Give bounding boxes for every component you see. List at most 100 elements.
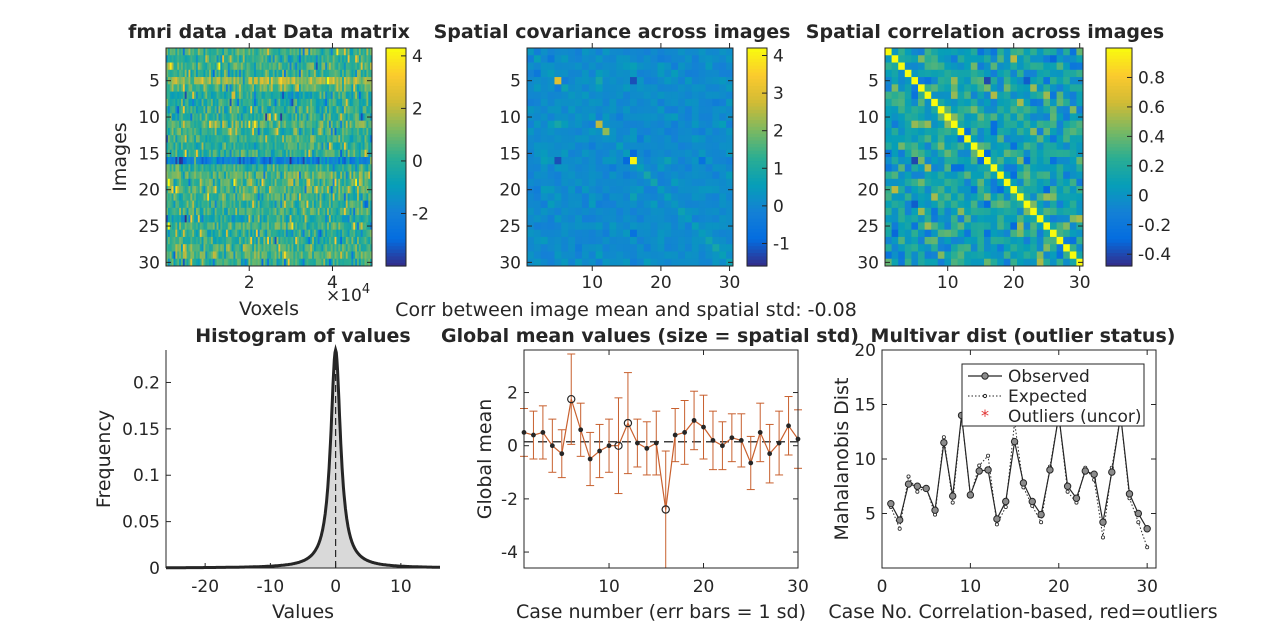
matrix-cell <box>250 229 253 238</box>
correlation-cell <box>1003 55 1011 63</box>
matrix-cell <box>209 186 212 194</box>
matrix-cell <box>184 127 187 136</box>
correlation-cell <box>931 106 939 114</box>
matrix-cell <box>173 69 176 78</box>
covariance-cell <box>650 251 658 260</box>
covariance-cell <box>581 69 590 78</box>
matrix-cell <box>368 62 371 71</box>
matrix-cell <box>291 120 294 129</box>
matrix-cell <box>293 193 296 201</box>
covariance-cell <box>588 258 597 267</box>
matrix-cell <box>282 236 285 245</box>
matrix-cell <box>246 98 249 107</box>
matrix-cell <box>321 69 324 78</box>
matrix-cell <box>222 251 225 260</box>
matrix-cell <box>224 106 227 114</box>
matrix-cell <box>306 157 309 165</box>
matrix-cell <box>312 69 315 78</box>
matrix-cell <box>212 178 216 187</box>
correlation-cell <box>957 77 965 85</box>
covariance-cell <box>712 106 720 114</box>
matrix-cell <box>336 106 339 114</box>
matrix-cell <box>291 200 294 209</box>
matrix-cell <box>250 77 253 85</box>
matrix-cell <box>338 200 341 209</box>
covariance-cell <box>698 215 706 223</box>
matrix-cell <box>254 164 257 172</box>
matrix-cell <box>267 69 270 78</box>
correlation-cell <box>964 62 972 71</box>
matrix-cell <box>224 77 227 85</box>
matrix-cell <box>276 98 279 107</box>
matrix-cell <box>252 48 255 56</box>
matrix-cell <box>257 98 261 107</box>
matrix-cell <box>190 84 193 92</box>
matrix-cell <box>347 113 350 122</box>
matrix-cell <box>300 193 304 201</box>
matrix-cell <box>302 55 305 63</box>
covariance-cell <box>602 157 610 165</box>
matrix-cell <box>194 222 197 231</box>
matrix-cell <box>254 127 257 136</box>
matrix-cell <box>246 106 249 114</box>
correlation-cell <box>1017 127 1024 136</box>
matrix-cell <box>216 55 219 63</box>
matrix-cell <box>199 48 202 56</box>
matrix-cell <box>188 62 191 71</box>
covariance-cell <box>568 120 576 129</box>
covariance-cell <box>636 77 645 85</box>
matrix-cell <box>267 84 270 92</box>
matrix-cell <box>300 77 304 85</box>
matrix-cell <box>194 157 197 165</box>
covariance-cell <box>636 91 645 100</box>
covariance-cell <box>547 127 555 136</box>
covariance-cell <box>568 207 576 216</box>
covariance-cell <box>602 251 610 260</box>
matrix-cell <box>312 171 315 180</box>
correlation-cell <box>964 69 972 78</box>
correlation-cell <box>1023 157 1031 165</box>
correlation-cell <box>970 69 978 78</box>
matrix-cell <box>210 98 214 107</box>
matrix-cell <box>197 207 201 216</box>
matrix-cell <box>263 229 266 238</box>
colorbar-step <box>386 214 406 219</box>
matrix-cell <box>186 113 189 122</box>
matrix-cell <box>250 164 253 172</box>
correlation-cell <box>944 55 952 63</box>
covariance-cell <box>527 200 535 209</box>
matrix-cell <box>222 135 225 143</box>
matrix-cell <box>351 229 354 238</box>
covariance-cell <box>671 98 679 107</box>
matrix-cell <box>328 77 332 85</box>
matrix-cell <box>340 106 343 114</box>
correlation-cell <box>904 62 912 71</box>
matrix-cell <box>297 244 300 252</box>
colorbar-step <box>747 191 767 196</box>
matrix-cell <box>297 229 300 238</box>
matrix-cell <box>224 207 227 216</box>
correlation-cell <box>944 157 952 165</box>
matrix-cell <box>195 149 199 158</box>
matrix-cell <box>285 207 289 216</box>
matrix-cell <box>244 120 247 129</box>
matrix-cell <box>222 200 225 209</box>
matrix-cell <box>240 91 244 100</box>
matrix-cell <box>310 84 313 92</box>
matrix-cell <box>278 222 281 231</box>
covariance-cell <box>623 48 631 56</box>
matrix-cell <box>289 258 292 267</box>
covariance-cell <box>609 193 617 201</box>
matrix-cell <box>366 251 369 260</box>
covariance-cell <box>657 157 665 165</box>
matrix-cell <box>297 215 300 223</box>
matrix-cell <box>177 149 180 158</box>
covariance-cell <box>664 251 672 260</box>
matrix-cell <box>244 55 247 63</box>
covariance-cell <box>575 91 583 100</box>
matrix-cell <box>364 251 367 260</box>
covariance-cell <box>533 200 542 209</box>
matrix-cell <box>173 77 176 85</box>
covariance-cell <box>527 164 535 172</box>
correlation-cell <box>957 164 965 172</box>
